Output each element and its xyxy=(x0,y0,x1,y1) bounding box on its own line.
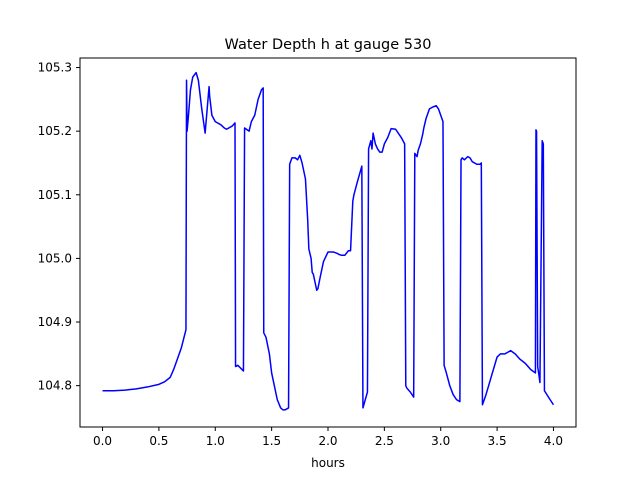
x-tick-label: 1.0 xyxy=(206,434,225,448)
water-depth-series-line xyxy=(102,71,555,411)
y-tick-label: 105.2 xyxy=(38,124,72,138)
x-axis-label: hours xyxy=(311,456,345,470)
x-tick-label: 3.0 xyxy=(431,434,450,448)
chart-title: Water Depth h at gauge 530 xyxy=(225,37,432,53)
x-tick-label: 0.5 xyxy=(149,434,168,448)
x-tick-label: 2.5 xyxy=(375,434,394,448)
x-tick-label: 4.0 xyxy=(544,434,563,448)
y-tick-label: 104.9 xyxy=(38,315,72,329)
x-tick-label: 1.5 xyxy=(262,434,281,448)
y-tick-label: 104.8 xyxy=(38,379,72,393)
y-tick-label: 105.3 xyxy=(38,61,72,75)
x-tick-label: 2.0 xyxy=(318,434,337,448)
y-tick-label: 105.0 xyxy=(38,251,72,265)
y-axis: 104.8 104.9 105.0 105.1 105.2 105.3 xyxy=(38,61,80,393)
y-tick-label: 105.1 xyxy=(38,188,72,202)
x-tick-label: 3.5 xyxy=(488,434,507,448)
x-axis: 0.0 0.5 1.0 1.5 2.0 2.5 3.0 3.5 4.0 xyxy=(93,427,563,448)
x-tick-label: 0.0 xyxy=(93,434,112,448)
plot-area-frame xyxy=(79,57,577,428)
